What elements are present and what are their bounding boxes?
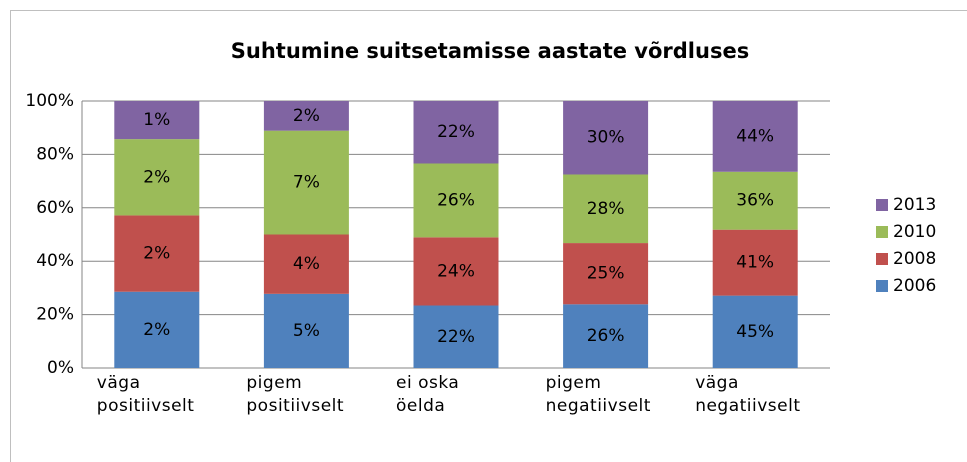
- data-label: 44%: [736, 126, 774, 146]
- chart-border: [10, 10, 967, 462]
- data-label: 26%: [437, 190, 475, 210]
- legend-label: 2006: [893, 276, 936, 296]
- bar-segment: [413, 101, 499, 164]
- bar-segment: [263, 130, 349, 235]
- bar-segment: [114, 139, 200, 216]
- legend-swatch: [876, 199, 888, 211]
- data-label: 45%: [736, 322, 774, 342]
- legend-label: 2008: [893, 249, 936, 269]
- bar-segment: [712, 295, 798, 368]
- data-label: 41%: [736, 253, 774, 273]
- data-label: 2%: [143, 167, 170, 187]
- legend-swatch: [876, 226, 888, 238]
- bar-segment: [413, 163, 499, 238]
- bar-segment: [712, 101, 798, 172]
- y-tick-label: 40%: [36, 251, 74, 271]
- x-tick-label: pigem positiivselt: [246, 373, 345, 416]
- bar-segment: [114, 101, 200, 140]
- bar-segment: [413, 305, 499, 368]
- data-label: 2%: [143, 320, 170, 340]
- data-label: 7%: [293, 173, 320, 193]
- bar-segment: [563, 243, 649, 305]
- data-label: 24%: [437, 261, 475, 281]
- legend-label: 2010: [893, 222, 936, 242]
- data-label: 2%: [143, 244, 170, 264]
- y-tick-label: 100%: [25, 91, 74, 111]
- bar-segment: [563, 304, 649, 368]
- data-label: 30%: [587, 128, 625, 148]
- data-label: 26%: [587, 326, 625, 346]
- x-tick-label: pigem negatiivselt: [545, 373, 651, 416]
- bar-segment: [413, 237, 499, 306]
- data-label: 1%: [143, 110, 170, 130]
- data-label: 36%: [736, 191, 774, 211]
- bar-segment: [712, 171, 798, 230]
- y-tick-label: 20%: [36, 305, 74, 325]
- data-label: 5%: [293, 321, 320, 341]
- y-tick-label: 80%: [36, 144, 74, 164]
- bar-segment: [114, 215, 200, 292]
- y-tick-label: 0%: [47, 358, 74, 378]
- bar-segment: [263, 293, 349, 368]
- bar-segment: [263, 101, 349, 131]
- x-tick-label: väga positiivselt: [96, 373, 195, 416]
- bar-segment: [263, 234, 349, 294]
- bar-segment: [114, 291, 200, 368]
- legend-swatch: [876, 253, 888, 265]
- data-label: 22%: [437, 327, 475, 347]
- bar-segment: [563, 101, 649, 175]
- legend-swatch: [876, 280, 888, 292]
- x-tick-label: väga negatiivselt: [695, 373, 801, 416]
- y-tick-label: 60%: [36, 198, 74, 218]
- data-label: 4%: [293, 254, 320, 274]
- data-label: 28%: [587, 199, 625, 219]
- legend-label: 2013: [893, 195, 936, 215]
- data-label: 25%: [587, 264, 625, 284]
- data-label: 22%: [437, 122, 475, 142]
- chart-title: Suhtumine suitsetamisse aastate võrdluse…: [231, 39, 749, 63]
- bar-segment: [712, 229, 798, 296]
- x-tick-label: ei oska öelda: [396, 373, 460, 416]
- data-label: 2%: [293, 106, 320, 126]
- bar-segment: [563, 174, 649, 244]
